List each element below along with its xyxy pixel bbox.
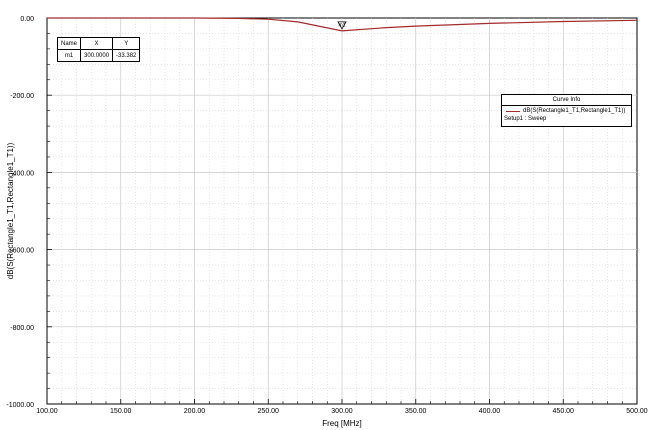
x-tick-label: 450.00 <box>553 408 575 415</box>
curve-info-legend: Curve Info dB(S(Rectangle1_T1,Rectangle1… <box>501 94 632 127</box>
x-tick-label: 250.00 <box>258 408 280 415</box>
x-tick-label: 500.00 <box>626 408 648 415</box>
marker-layer: m1 <box>337 21 347 30</box>
marker-table-header: Name X Y <box>56 37 141 50</box>
y-tick-label: 0.00 <box>20 16 34 23</box>
marker-table-row: m1 300.0000 -33.382 <box>56 49 141 62</box>
marker-label: m1 <box>339 22 346 28</box>
y-tick-label: -200.00 <box>10 93 34 100</box>
x-tick-label: 400.00 <box>479 408 501 415</box>
grid-major <box>47 18 637 404</box>
x-tick-label: 150.00 <box>110 408 132 415</box>
x-tick-label: 350.00 <box>405 408 427 415</box>
marker-header-y: Y <box>112 37 141 50</box>
legend-setup-name: Setup1 : Sweep <box>504 116 547 122</box>
series-layer <box>47 17 638 32</box>
series-line <box>47 17 638 32</box>
x-axis-title: Freq [MHz] <box>322 419 362 428</box>
marker-triangle <box>337 21 347 30</box>
curve-info-title: Curve Info <box>502 95 631 106</box>
marker-header-x: X <box>80 37 114 50</box>
x-tick-label: 200.00 <box>184 408 206 415</box>
y-axis-title: dB(S(Rectangle1_T1,Rectangle1_T1)) <box>6 142 15 279</box>
x-tick-label: 100.00 <box>36 408 58 415</box>
x-axis-ticks: 100.00 150.00 200.00 250.00 300.00 350.00 400.… <box>36 399 648 415</box>
y-tick-label: -600.00 <box>10 248 34 255</box>
marker-header-name: Name <box>56 37 82 50</box>
x-tick-label: 300.00 <box>331 408 353 415</box>
y-tick-label: -400.00 <box>10 170 34 177</box>
legend-line-swatch <box>506 111 520 112</box>
y-axis-ticks: 0.00 -200.00 -400.00 -600.00 -800.00 -1000.00 <box>6 16 52 409</box>
legend-trace-name: dB(S(Rectangle1_T1,Rectangle1_T1)) <box>523 108 626 114</box>
y-tick-label: -1000.00 <box>6 402 34 409</box>
y-tick-label: -800.00 <box>10 325 34 332</box>
marker-name: m1 <box>56 49 82 62</box>
marker-table: Name X Y m1 300.0000 -33.382 <box>56 37 141 62</box>
marker-x-value: 300.0000 <box>80 49 114 62</box>
marker-y-value: -33.382 <box>112 49 141 62</box>
